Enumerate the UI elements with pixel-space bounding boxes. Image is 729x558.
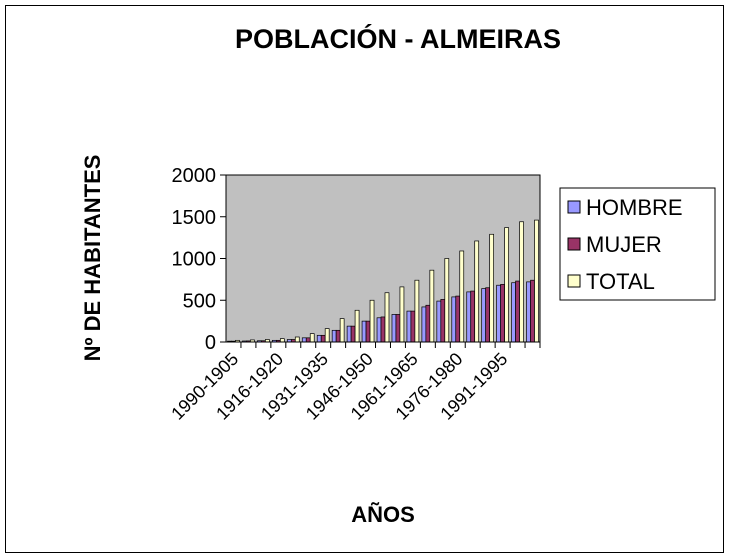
bar (301, 337, 307, 343)
bar (406, 310, 412, 343)
bar (305, 337, 311, 343)
y-axis-title: Nº DE HABITANTES (80, 155, 105, 362)
bar (316, 334, 322, 343)
x-axis-title: AÑOS (351, 502, 415, 527)
bar (519, 221, 524, 343)
bar (331, 329, 337, 343)
bar (489, 233, 494, 343)
bar (346, 325, 352, 343)
bar (485, 287, 491, 343)
bar (320, 334, 326, 343)
y-tick-label: 0 (205, 332, 216, 354)
legend-label: HOMBRE (586, 195, 683, 220)
bar (481, 288, 487, 343)
bar (440, 299, 446, 343)
bar (380, 316, 386, 343)
bar (376, 317, 382, 343)
bar (309, 333, 315, 343)
bar (350, 325, 356, 343)
y-tick-label: 1000 (172, 249, 217, 271)
bar (294, 336, 300, 343)
chart-title: POBLACIÓN - ALMEIRAS (235, 23, 561, 54)
bar (369, 299, 375, 343)
legend-swatch (567, 200, 581, 214)
bar (496, 284, 501, 343)
bar (470, 290, 476, 343)
legend-swatch (567, 274, 581, 288)
bar (425, 304, 431, 343)
bar (391, 314, 397, 343)
bar (436, 300, 442, 343)
legend-box (559, 187, 716, 301)
bar (421, 306, 427, 343)
bar (279, 338, 285, 343)
bar (384, 292, 390, 343)
bar (459, 250, 465, 343)
bar (324, 328, 330, 343)
bar (526, 281, 531, 343)
bar (399, 286, 405, 343)
bar (444, 258, 450, 343)
bar (410, 310, 416, 343)
bar (534, 219, 539, 343)
bar (414, 279, 420, 343)
bar (530, 279, 535, 343)
bar (500, 284, 505, 343)
legend-label: MUJER (586, 232, 662, 257)
bar (511, 282, 516, 343)
y-tick-label: 500 (183, 290, 216, 312)
bar (354, 309, 360, 343)
legend-swatch (567, 237, 581, 251)
legend-label: TOTAL (586, 269, 655, 294)
bar (504, 227, 509, 343)
bar (335, 329, 341, 343)
bar (429, 269, 435, 343)
bar (339, 318, 345, 343)
bar (451, 296, 457, 343)
bar (474, 240, 480, 343)
bar (466, 291, 472, 343)
bar (515, 280, 520, 343)
y-tick-label: 2000 (172, 165, 217, 187)
bar (395, 314, 401, 343)
bar (455, 295, 461, 343)
bar (361, 320, 367, 343)
y-tick-label: 1500 (172, 207, 217, 229)
bar (365, 320, 371, 343)
